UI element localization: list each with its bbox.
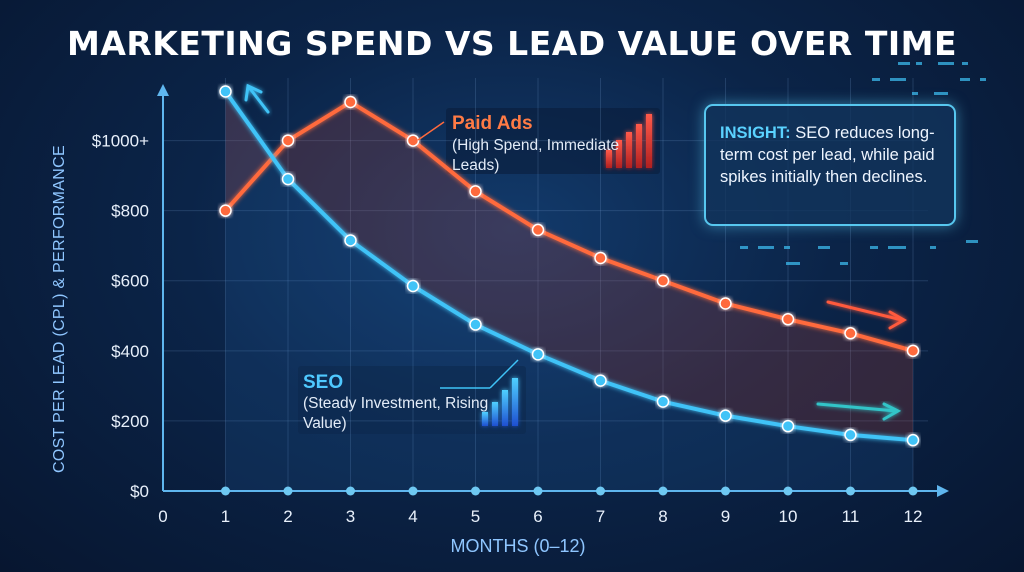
insight-label: INSIGHT: <box>720 124 791 142</box>
seo-point <box>219 85 232 98</box>
y-tick-label: $1000+ <box>92 132 149 151</box>
paid-ads-point <box>906 344 920 358</box>
x-tick-label: 9 <box>721 507 730 526</box>
series-lines <box>223 90 914 443</box>
x-tick-label: 3 <box>346 507 355 526</box>
insight-box: INSIGHT: SEO reduces long-term cost per … <box>704 104 956 226</box>
x-axis-dot <box>283 486 293 496</box>
x-axis-dot <box>408 486 418 496</box>
seo-point <box>531 348 545 361</box>
paid-ads-line <box>224 100 914 353</box>
seo-line <box>223 90 914 443</box>
x-tick-label: 10 <box>779 507 798 526</box>
x-axis-dot <box>596 486 605 496</box>
paid-ads-subtitle: (High Spend, Immediate Leads) <box>452 137 620 174</box>
x-tick-label: 11 <box>842 507 860 526</box>
y-axis-arrow-icon <box>157 84 169 96</box>
y-axis-title: COST PER LEAD (CPL) & PERFORMANCE <box>51 145 68 473</box>
seo-label-panel <box>298 366 526 434</box>
x-axis-dot <box>783 486 793 496</box>
y-tick-label: $0 <box>130 482 149 501</box>
x-tick-label: 0 <box>158 507 167 526</box>
tech-dots-right <box>740 240 978 265</box>
paid-ads-point <box>469 185 482 198</box>
paid-ads-point <box>656 274 670 287</box>
x-axis-dot <box>471 486 480 496</box>
paid-ads-point <box>281 134 295 147</box>
seo-trend-arrow-icon <box>816 402 902 421</box>
paid-ads-point <box>344 95 357 109</box>
x-tick-label: 1 <box>221 507 230 526</box>
seo-start-arrow-icon <box>244 83 270 114</box>
x-axis-dot <box>908 486 918 496</box>
x-axis-dot <box>721 486 730 496</box>
seo-point <box>281 172 295 186</box>
paid-ads-point <box>406 134 420 147</box>
seo-point <box>344 234 357 247</box>
x-axis-dot <box>221 486 230 496</box>
x-axis-dot <box>533 486 543 496</box>
x-tick-label: 7 <box>596 507 605 526</box>
paid-ads-point <box>531 223 545 237</box>
x-axis-dot <box>846 486 855 496</box>
x-tick-labels: 0 1 2 3 4 5 6 7 8 9 10 11 12 <box>158 486 923 526</box>
x-axis-dot <box>658 486 668 496</box>
x-tick-label: 12 <box>904 507 923 526</box>
x-tick-label: 5 <box>471 507 480 526</box>
seo-area-fill <box>225 91 913 492</box>
tech-dots-top <box>872 62 986 95</box>
paid-pointer-line <box>417 121 445 141</box>
y-tick-labels: $0 $200 $400 $600 $800 $1000+ <box>92 132 149 501</box>
x-axis-title: MONTHS (0–12) <box>450 536 586 556</box>
paid-trend-arrow-icon <box>826 300 908 330</box>
seo-point <box>906 433 920 447</box>
seo-label: SEO <box>303 372 344 393</box>
paid-ads-point <box>844 327 857 340</box>
paid-ads-point <box>219 204 232 217</box>
paid-ads-point <box>781 313 795 326</box>
axes <box>157 84 949 497</box>
seo-bar-icon <box>482 378 518 426</box>
paid-ads-label: Paid Ads <box>452 113 533 134</box>
seo-point <box>469 318 482 331</box>
area-fills <box>225 91 913 492</box>
paid-ads-point <box>594 251 607 265</box>
series-points <box>219 85 920 447</box>
x-tick-label: 4 <box>408 507 417 526</box>
insight-text: SEO reduces long-term cost per lead, whi… <box>720 124 935 186</box>
y-tick-label: $600 <box>111 272 149 291</box>
x-tick-label: 8 <box>658 507 667 526</box>
seo-point <box>719 409 732 422</box>
y-tick-label: $800 <box>111 202 149 221</box>
x-tick-label: 2 <box>283 507 292 526</box>
x-tick-label: 6 <box>533 507 542 526</box>
paid-bar-icon <box>606 114 652 168</box>
seo-point <box>781 419 795 433</box>
x-axis-arrow-icon <box>937 485 949 497</box>
seo-subtitle: (Steady Investment, Rising Value) <box>303 395 489 432</box>
seo-point <box>406 279 420 293</box>
paid-area-fill <box>225 91 913 441</box>
seo-point <box>844 428 857 442</box>
paid-ads-point <box>719 297 732 310</box>
y-tick-label: $200 <box>111 412 149 431</box>
x-axis-dot <box>346 486 355 496</box>
seo-pointer-diag <box>489 359 519 389</box>
y-tick-label: $400 <box>111 342 149 361</box>
seo-point <box>594 374 607 387</box>
seo-point <box>656 395 670 408</box>
chart-title: MARKETING SPEND VS LEAD VALUE OVER TIME <box>66 24 957 63</box>
